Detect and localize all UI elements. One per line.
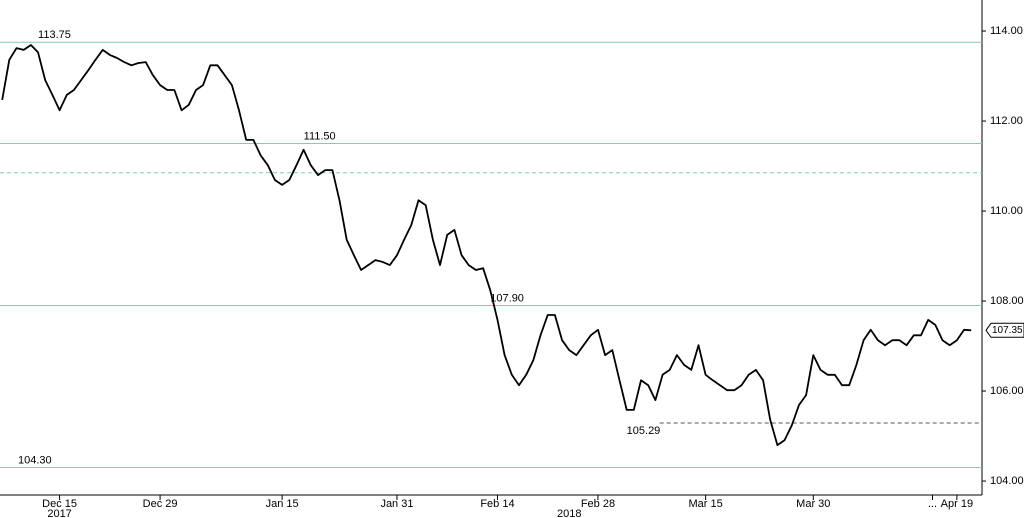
x-tick-label: Mar 30 [796, 498, 830, 510]
y-tick-label: 114.00 [990, 25, 1023, 37]
x-tick-label: Feb 14 [480, 498, 514, 510]
y-tick-label: 108.00 [990, 295, 1024, 307]
reference-label: 113.75 [38, 29, 71, 41]
last-value-tag [985, 322, 1024, 338]
x-tick-label: Jan 31 [380, 498, 413, 510]
reference-label: 105.29 [627, 425, 661, 437]
reference-label: 104.30 [18, 454, 52, 466]
y-tick-label: 104.00 [990, 475, 1024, 487]
y-tick-label: 112.00 [990, 115, 1023, 127]
reference-label: 111.50 [304, 130, 336, 142]
x-tick-label: ... [928, 498, 937, 510]
x-tick-label: Feb 28 [581, 498, 615, 510]
y-tick-label: 110.00 [990, 205, 1023, 217]
y-tick-label: 106.00 [990, 385, 1024, 397]
last-value-label: 107.35 [992, 325, 1023, 336]
x-tick-label: Apr 19 [941, 498, 973, 510]
price-line [1, 44, 972, 446]
year-label: 2018 [557, 508, 581, 518]
x-tick-label: Dec 29 [143, 498, 178, 510]
year-label: 2017 [47, 508, 71, 518]
x-tick-label: Dec 15 [42, 498, 77, 510]
reference-label: 107.90 [490, 292, 524, 304]
x-tick-label: Jan 15 [266, 498, 299, 510]
x-tick-label: Mar 15 [689, 498, 723, 510]
